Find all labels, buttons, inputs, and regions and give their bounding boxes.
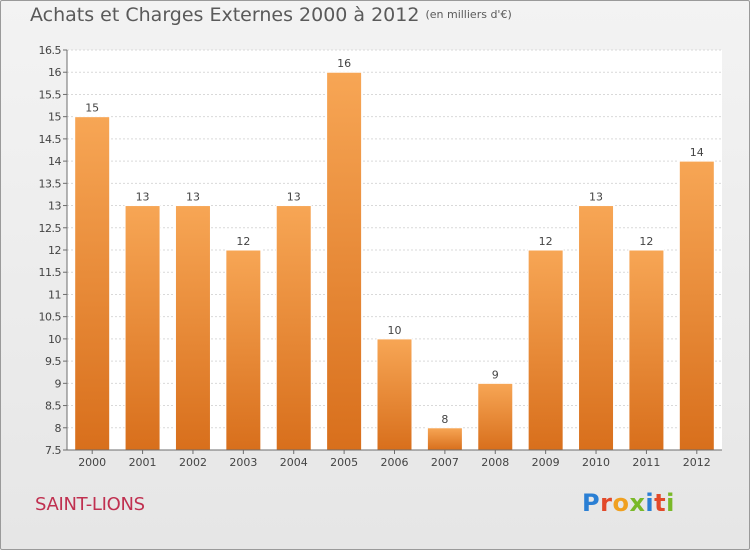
x-tick-label-2001: 2001 xyxy=(129,456,157,469)
x-tick-label-2002: 2002 xyxy=(179,456,207,469)
y-tick-label: 10.5 xyxy=(39,311,62,324)
x-tick-label-2012: 2012 xyxy=(683,456,711,469)
y-tick-label: 14 xyxy=(48,155,61,168)
bar-2007 xyxy=(426,427,463,451)
logo-letter: i xyxy=(645,489,655,517)
bar-2004 xyxy=(275,205,312,451)
y-tick-label: 12.5 xyxy=(39,222,62,235)
y-tick-label: 16 xyxy=(48,66,61,79)
value-label-2012: 14 xyxy=(690,146,704,159)
y-tick-label: 8.5 xyxy=(45,400,61,413)
bar-2001 xyxy=(124,205,161,451)
chart-unit: (en milliers d'€) xyxy=(425,8,512,21)
logo-letter: t xyxy=(654,489,667,517)
value-label-2008: 9 xyxy=(492,368,499,381)
chart-title-text: Achats et Charges Externes 2000 à 2012 xyxy=(30,4,420,26)
y-tick-label: 9.5 xyxy=(45,355,61,368)
value-label-2010: 13 xyxy=(589,191,603,204)
x-tick-label-2010: 2010 xyxy=(582,456,610,469)
bar-2010 xyxy=(578,205,615,451)
y-tick-label: 13 xyxy=(48,200,61,213)
proxiti-logo: Proxiti xyxy=(582,489,675,517)
y-tick-label: 15 xyxy=(48,111,61,124)
bar-2011 xyxy=(628,249,665,451)
y-tick-label: 7.5 xyxy=(45,444,61,457)
x-tick-label-2008: 2008 xyxy=(481,456,509,469)
bar-2009 xyxy=(527,249,564,451)
y-tick-label: 15.5 xyxy=(39,88,62,101)
value-label-2007: 8 xyxy=(441,413,448,426)
logo-letter: P xyxy=(582,489,601,517)
value-label-2011: 12 xyxy=(639,235,653,248)
value-label-2000: 15 xyxy=(85,102,99,115)
x-tick-label-2009: 2009 xyxy=(532,456,560,469)
y-tick-label: 16.5 xyxy=(39,44,62,57)
x-tick-label-2005: 2005 xyxy=(330,456,358,469)
y-tick-label: 9 xyxy=(55,377,62,390)
y-tick-label: 11.5 xyxy=(39,266,62,279)
commune-name: SAINT-LIONS xyxy=(35,494,145,515)
y-tick-label: 10 xyxy=(48,333,61,346)
value-label-2009: 12 xyxy=(539,235,553,248)
bar-2008 xyxy=(477,382,514,451)
logo-letter: i xyxy=(666,489,675,517)
logo-letter: o xyxy=(612,489,630,517)
y-tick-label: 14.5 xyxy=(39,133,62,146)
y-tick-label: 12 xyxy=(48,244,61,257)
y-tick-label: 13.5 xyxy=(39,177,62,190)
value-label-2002: 13 xyxy=(186,191,200,204)
value-label-2005: 16 xyxy=(337,57,351,70)
bar-2000 xyxy=(74,116,111,451)
chart-title: Achats et Charges Externes 2000 à 2012 (e… xyxy=(30,4,512,26)
x-tick-label-2000: 2000 xyxy=(78,456,106,469)
x-tick-label-2006: 2006 xyxy=(381,456,409,469)
x-tick-label-2011: 2011 xyxy=(632,456,660,469)
value-label-2001: 13 xyxy=(136,191,150,204)
value-label-2004: 13 xyxy=(287,191,301,204)
bar-2002 xyxy=(174,205,211,451)
x-tick-label-2007: 2007 xyxy=(431,456,459,469)
logo-letter: r xyxy=(600,489,613,517)
bar-2005 xyxy=(326,71,363,451)
x-tick-label-2003: 2003 xyxy=(229,456,257,469)
bar-2012 xyxy=(678,160,715,451)
x-tick-label-2004: 2004 xyxy=(280,456,308,469)
bar-2006 xyxy=(376,338,413,451)
value-label-2003: 12 xyxy=(236,235,250,248)
logo-letter: x xyxy=(629,489,646,517)
bar-2003 xyxy=(225,249,262,451)
y-tick-label: 8 xyxy=(55,422,62,435)
y-tick-label: 11 xyxy=(48,288,61,301)
value-label-2006: 10 xyxy=(388,324,402,337)
